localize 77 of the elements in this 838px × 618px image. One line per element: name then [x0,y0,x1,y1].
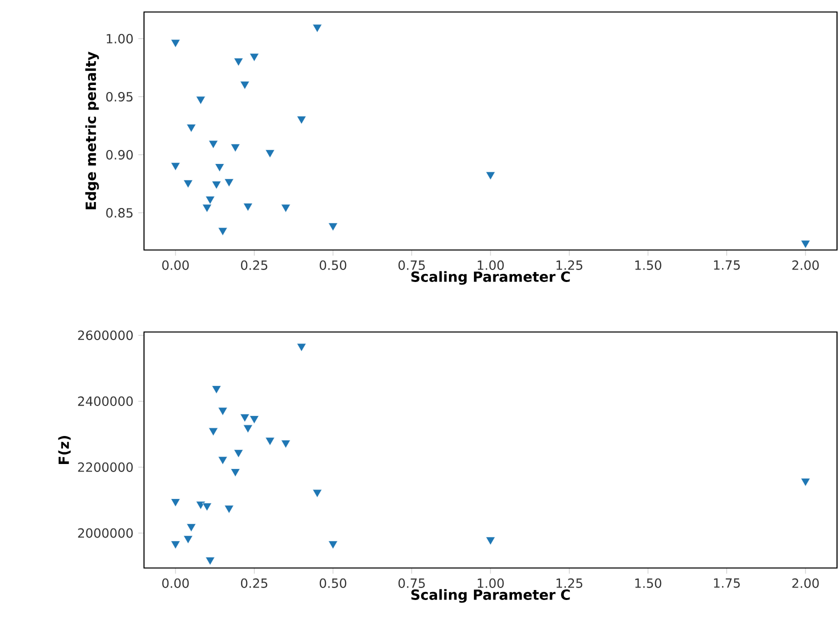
point [328,540,338,550]
point [170,498,180,507]
point [208,428,218,436]
x-tick-label: 2.00 [792,260,819,270]
point [296,116,306,124]
x-tick-label: 0.75 [398,578,425,588]
point [230,144,240,152]
y-tick-label: 2000000 [78,528,133,538]
x-tick-label: 0.25 [240,260,268,270]
point [280,440,291,448]
point [212,180,222,190]
y-tick-label: 2600000 [78,330,133,340]
y-tick-label: 1.00 [106,34,133,44]
point [265,150,275,158]
x-tick-label: 0.00 [162,260,189,270]
x-tick-label: 1.50 [635,578,662,588]
point [170,39,180,48]
x-tick-label: 1.75 [714,578,740,588]
x-tick-label: 0.50 [320,260,346,270]
point [280,204,291,213]
x-tick-label: 1.25 [556,260,582,270]
point [243,424,253,434]
x-tick-label: 0.75 [398,260,425,270]
x-axis-title: Scaling Parameter C [411,271,570,285]
x-tick-label: 0.00 [162,578,189,588]
point [183,180,193,188]
point [218,227,228,236]
point [486,172,496,180]
point [240,414,250,422]
point [230,468,240,477]
x-tick-label: 1.00 [478,578,504,588]
point [205,556,215,566]
point [249,53,260,62]
x-tick-label: 1.25 [556,578,582,588]
point [240,81,250,90]
point [214,164,224,172]
point [202,204,212,213]
x-tick-label: 0.50 [320,578,346,588]
y-tick-label: 0.95 [106,92,133,102]
point [218,456,228,465]
x-tick-label: 1.00 [478,260,504,270]
point [486,536,496,546]
point [265,437,275,446]
point [243,203,253,212]
x-tick-label: 1.75 [714,260,740,270]
y-tick-label: 2200000 [78,462,133,472]
point [186,124,196,132]
point [218,407,228,416]
point [249,415,260,424]
point [205,196,215,204]
x-tick-label: 0.25 [240,578,268,588]
point [328,222,338,232]
x-axis-title: Scaling Parameter C [411,589,570,603]
y-axis-title: F(z) [58,436,71,464]
point [183,535,193,544]
point [170,540,180,550]
point [186,524,196,532]
point [224,505,234,514]
point [196,96,206,105]
point [212,385,222,394]
point [234,58,244,66]
y-tick-label: 0.85 [106,208,133,218]
x-tick-label: 1.50 [635,260,662,270]
point [224,178,234,188]
y-axis-title: Edge metric penalty [85,52,99,210]
point [800,478,810,487]
point [234,449,244,458]
x-tick-label: 2.00 [792,578,819,588]
point [800,240,810,249]
point [202,502,212,512]
point [208,140,218,149]
y-tick-label: 0.90 [106,150,133,160]
point [312,489,322,498]
point [170,162,180,171]
point [312,24,322,33]
point [296,343,306,352]
y-tick-label: 2400000 [78,396,133,406]
